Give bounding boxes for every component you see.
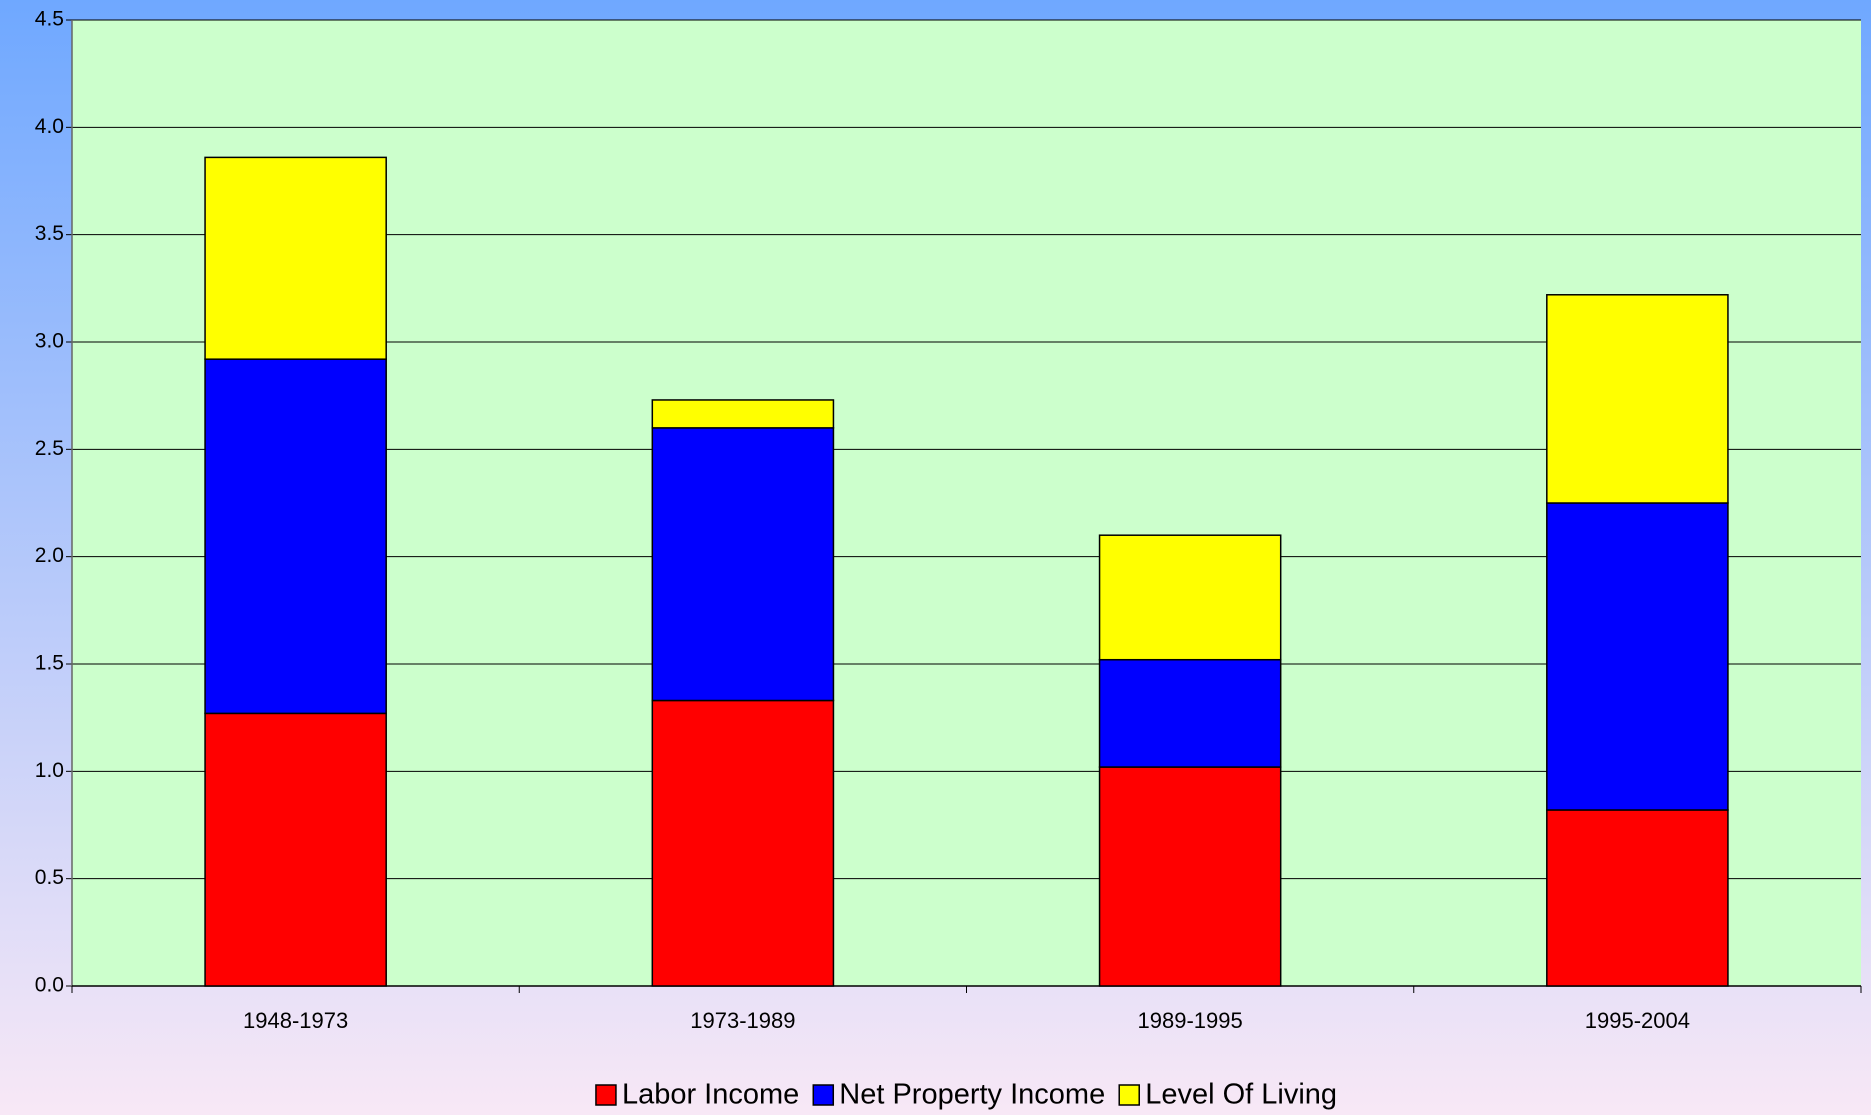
legend-swatch — [1118, 1084, 1140, 1106]
bar-segment — [651, 427, 835, 702]
y-tick-label: 3.5 — [35, 222, 64, 245]
y-tick-label: 0.0 — [35, 974, 64, 997]
y-tick-label: 4.0 — [35, 115, 64, 138]
legend-label: Level Of Living — [1145, 1079, 1337, 1111]
x-tick-label: 1995-2004 — [1585, 1008, 1690, 1033]
bar-segment — [1546, 294, 1729, 504]
bar-segment — [1546, 809, 1729, 987]
x-tick-label: 1989-1995 — [1138, 1008, 1243, 1033]
bar-segment — [204, 358, 387, 715]
bar-segment — [1098, 658, 1282, 768]
bar-segment — [204, 712, 387, 987]
y-tick-label: 1.0 — [35, 759, 64, 782]
bar-segment — [651, 699, 835, 987]
y-tick-label: 2.5 — [35, 437, 64, 460]
bar-segment — [1098, 534, 1282, 661]
legend-swatch — [812, 1084, 835, 1106]
x-tick-label: 1948-1973 — [243, 1008, 348, 1033]
y-tick-label: 3.0 — [35, 330, 64, 353]
x-tick-label: 1973-1989 — [690, 1008, 795, 1033]
y-tick-label: 0.5 — [35, 866, 64, 889]
legend-swatch — [595, 1084, 617, 1106]
bar-segment — [651, 399, 835, 429]
y-tick-label: 2.0 — [35, 544, 64, 567]
y-tick-label: 1.5 — [35, 652, 64, 675]
bar-segment — [1098, 766, 1282, 987]
legend-label: Net Property Income — [839, 1079, 1105, 1111]
bar-segment — [1546, 502, 1729, 811]
y-tick-label: 4.5 — [35, 8, 64, 31]
legend-label: Labor Income — [622, 1079, 799, 1111]
bar-segment — [204, 156, 387, 360]
